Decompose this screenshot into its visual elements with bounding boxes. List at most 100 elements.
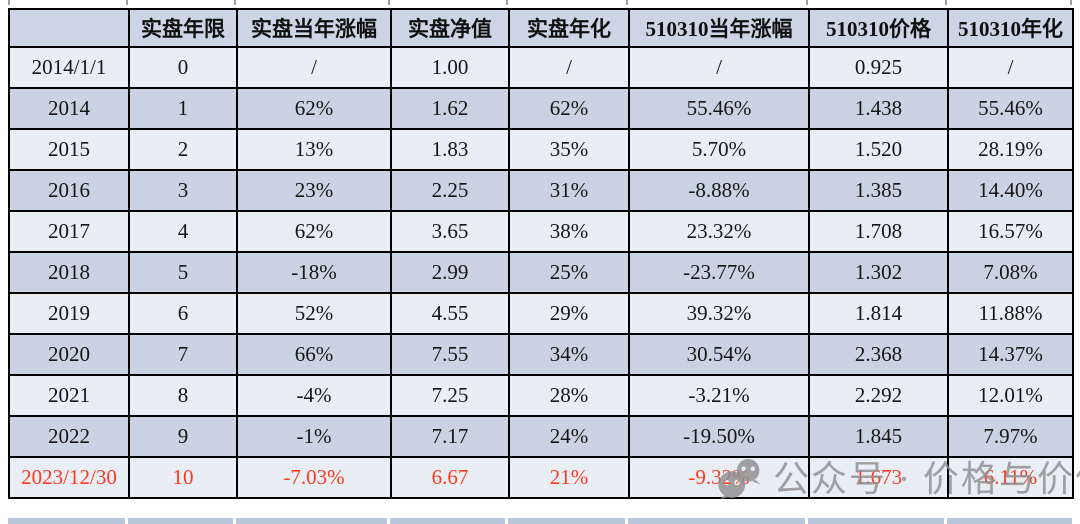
table-row: 2022 9 -1% 7.17 24% -19.50% 1.845 7.97%	[8, 415, 1074, 458]
sliver-segment	[128, 518, 236, 524]
data-cell: -23.77%	[628, 251, 810, 294]
cutoff-row-bottom-sliver	[8, 518, 1072, 524]
data-cell: 1.438	[808, 87, 949, 130]
tick-segment	[390, 0, 508, 5]
data-cell: 3	[128, 169, 238, 212]
data-cell: -8.88%	[628, 169, 810, 212]
data-cell: 6.67	[390, 456, 510, 499]
data-cell: 10	[128, 456, 238, 499]
data-cell: 6.11%	[947, 456, 1074, 499]
data-cell: 4	[128, 210, 238, 253]
data-cell: 1.708	[808, 210, 949, 253]
tick-segment	[628, 0, 808, 5]
data-cell: -1%	[236, 415, 392, 458]
table-body: 2014/1/1 0/1.00//0.925/2014 1 62% 1.62 62% 55.…	[8, 46, 1074, 499]
corner-header-cell	[8, 8, 130, 48]
row-date-cell: 2017	[8, 210, 130, 253]
table-row: 2018 5 -18% 2.99 25% -23.77% 1.302 7.08%	[8, 251, 1074, 294]
data-cell: 6	[128, 292, 238, 335]
data-cell: 28%	[508, 374, 630, 417]
data-cell: 38%	[508, 210, 630, 253]
data-cell: 62%	[236, 87, 392, 130]
sliver-segment	[390, 518, 508, 524]
data-cell: 7.08%	[947, 251, 1074, 294]
column-header-510310-annualized: 510310年化	[947, 8, 1074, 48]
data-cell: 14.40%	[947, 169, 1074, 212]
table-row: 2016 3 23% 2.25 31% -8.88% 1.385 14.40%	[8, 169, 1074, 212]
table-row: 2023/12/30 10 -7.03% 6.67 21% -9.32% 1.673 6.11…	[8, 456, 1074, 499]
data-cell: 4.55	[390, 292, 510, 335]
column-header-net-value: 实盘净值	[390, 8, 510, 48]
data-cell: 2.99	[390, 251, 510, 294]
data-cell: 8	[128, 374, 238, 417]
data-cell: 30.54%	[628, 333, 810, 376]
sliver-segment	[8, 518, 128, 524]
data-cell: 1.385	[808, 169, 949, 212]
data-cell: 1.814	[808, 292, 949, 335]
data-cell: 0.925	[808, 46, 949, 89]
row-date-cell: 2020	[8, 333, 130, 376]
data-cell: 1.00	[390, 46, 510, 89]
data-cell: 12.01%	[947, 374, 1074, 417]
data-cell: 23.32%	[628, 210, 810, 253]
tick-segment	[8, 0, 128, 5]
column-header-annual-gain: 实盘当年涨幅	[236, 8, 392, 48]
data-cell: 7.97%	[947, 415, 1074, 458]
data-cell: 9	[128, 415, 238, 458]
data-cell: /	[628, 46, 810, 89]
data-cell: 25%	[508, 251, 630, 294]
data-cell: 1.83	[390, 128, 510, 171]
data-cell: 66%	[236, 333, 392, 376]
data-cell: 62%	[508, 87, 630, 130]
table-row: 2020 7 66% 7.55 34% 30.54% 2.368 14.37%	[8, 333, 1074, 376]
data-cell: -7.03%	[236, 456, 392, 499]
data-cell: 2.292	[808, 374, 949, 417]
data-cell: 14.37%	[947, 333, 1074, 376]
data-cell: -3.21%	[628, 374, 810, 417]
data-cell: 62%	[236, 210, 392, 253]
data-cell: 34%	[508, 333, 630, 376]
data-cell: 55.46%	[628, 87, 810, 130]
data-cell: 28.19%	[947, 128, 1074, 171]
data-cell: 1.62	[390, 87, 510, 130]
column-header-years: 实盘年限	[128, 8, 238, 48]
tick-segment	[128, 0, 236, 5]
data-cell: 1.520	[808, 128, 949, 171]
sliver-segment	[947, 518, 1072, 524]
data-cell: 16.57%	[947, 210, 1074, 253]
data-cell: 2	[128, 128, 238, 171]
table-row: 2014 1 62% 1.62 62% 55.46% 1.438 55.46%	[8, 87, 1074, 130]
sliver-segment	[236, 518, 390, 524]
data-cell: -4%	[236, 374, 392, 417]
row-date-cell: 2014	[8, 87, 130, 130]
data-cell: 5	[128, 251, 238, 294]
row-date-cell: 2014/1/1	[8, 46, 130, 89]
data-cell: 21%	[508, 456, 630, 499]
row-date-cell: 2019	[8, 292, 130, 335]
data-cell: 7	[128, 333, 238, 376]
data-cell: -9.32%	[628, 456, 810, 499]
data-cell: /	[947, 46, 1074, 89]
data-cell: 1.845	[808, 415, 949, 458]
data-cell: /	[236, 46, 392, 89]
data-cell: 7.55	[390, 333, 510, 376]
table-row: 2015 2 13% 1.83 35% 5.70% 1.520 28.19%	[8, 128, 1074, 171]
table-row: 2019 6 52% 4.55 29% 39.32% 1.814 11.88%	[8, 292, 1074, 335]
data-cell: 13%	[236, 128, 392, 171]
data-cell: 7.17	[390, 415, 510, 458]
data-cell: 24%	[508, 415, 630, 458]
data-cell: -19.50%	[628, 415, 810, 458]
data-cell: -18%	[236, 251, 392, 294]
data-cell: 5.70%	[628, 128, 810, 171]
row-date-cell: 2023/12/30	[8, 456, 130, 499]
data-cell: 52%	[236, 292, 392, 335]
column-header-510310-price: 510310价格	[808, 8, 949, 48]
row-date-cell: 2018	[8, 251, 130, 294]
data-cell: 2.25	[390, 169, 510, 212]
sliver-segment	[808, 518, 947, 524]
row-date-cell: 2015	[8, 128, 130, 171]
data-cell: 31%	[508, 169, 630, 212]
table-row: 2021 8 -4% 7.25 28% -3.21% 2.292 12.01%	[8, 374, 1074, 417]
data-cell: 1	[128, 87, 238, 130]
data-cell: 29%	[508, 292, 630, 335]
